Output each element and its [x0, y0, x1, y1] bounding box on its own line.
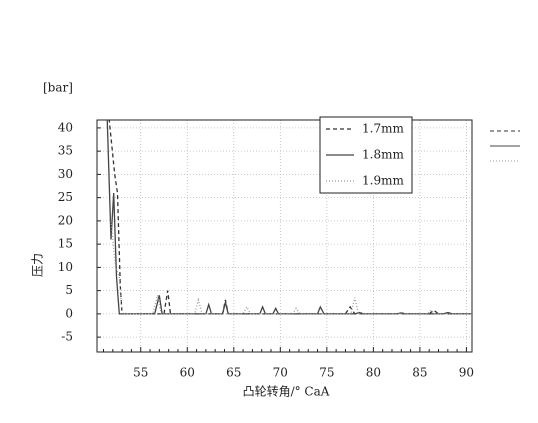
- x-tick-label: 80: [366, 366, 381, 380]
- y-tick-label: 0: [65, 306, 73, 320]
- unit-label: [bar]: [43, 81, 73, 95]
- y-tick-label: 15: [58, 237, 73, 251]
- y-axis-label: 压力: [31, 253, 45, 277]
- x-axis-label: 凸轮转角/° CaA: [243, 384, 330, 399]
- y-tick-label: 40: [58, 120, 73, 134]
- y-tick-label: -5: [61, 330, 73, 344]
- x-tick-label: 70: [273, 366, 288, 380]
- y-tick-label: 10: [58, 260, 73, 274]
- y-tick-label: 25: [58, 190, 73, 204]
- series-line: [108, 120, 472, 315]
- legend-label: 1.8mm: [362, 148, 404, 162]
- series-line: [106, 120, 472, 315]
- x-tick-label: 55: [133, 366, 148, 380]
- y-tick-label: 35: [58, 144, 73, 158]
- x-tick-label: 60: [180, 366, 195, 380]
- x-tick-label: 75: [319, 366, 334, 380]
- x-tick-label: 65: [226, 366, 241, 380]
- legend-label: 1.7mm: [362, 122, 404, 136]
- y-tick-label: 5: [65, 283, 73, 297]
- x-tick-label: 90: [459, 366, 474, 380]
- legend-label: 1.9mm: [362, 174, 404, 188]
- side-legend: [490, 130, 520, 162]
- x-tick-label: 85: [412, 366, 427, 380]
- y-tick-label: 20: [58, 213, 73, 227]
- series-line: [110, 220, 472, 315]
- y-tick-label: 30: [58, 167, 73, 181]
- plot-frame: [96, 119, 473, 353]
